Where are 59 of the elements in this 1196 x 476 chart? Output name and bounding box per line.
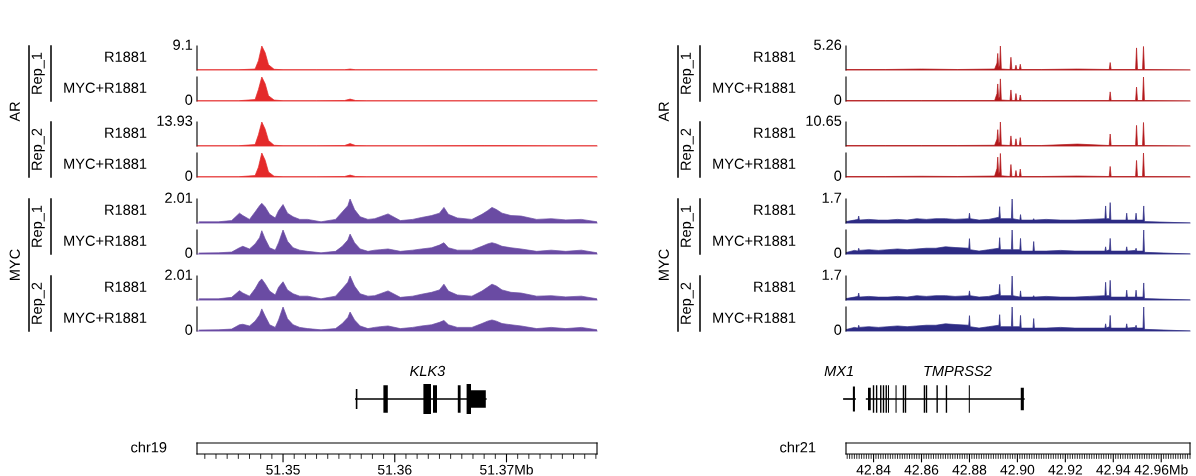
text: Rep_1 bbox=[680, 52, 694, 94]
x-tick-label: 42.96Mb bbox=[1134, 464, 1188, 475]
text: MX1 bbox=[824, 365, 853, 376]
y-axis-title: R1881 bbox=[105, 281, 147, 292]
text: AR bbox=[9, 102, 20, 122]
y-axis-title: MYC+R1881 bbox=[64, 82, 147, 93]
y-axis-title: R1881 bbox=[105, 204, 147, 215]
text: 9.1 bbox=[173, 39, 193, 50]
x-tick-label: 42.90 bbox=[1000, 464, 1035, 475]
text: 0 bbox=[185, 247, 193, 258]
text: 2.01 bbox=[165, 192, 193, 203]
text: 13.93 bbox=[157, 115, 193, 126]
x-tick-label: 42.92 bbox=[1048, 464, 1083, 475]
text: MYC bbox=[658, 249, 669, 281]
text: AR bbox=[658, 102, 669, 122]
y-axis-title: MYC+R1881 bbox=[64, 312, 147, 323]
text: 0 bbox=[834, 170, 842, 181]
text: 0 bbox=[834, 247, 842, 258]
text: KLK3 bbox=[410, 365, 446, 377]
y-axis-title: MYC+R1881 bbox=[713, 158, 796, 169]
text: Rep_2 bbox=[31, 128, 45, 170]
text: Rep_1 bbox=[31, 52, 45, 94]
text: Rep_2 bbox=[680, 128, 694, 170]
x-tick-label: 42.84 bbox=[856, 464, 891, 475]
x-axis-title: chr21 bbox=[780, 441, 816, 453]
x-tick-label: 51.35 bbox=[266, 464, 300, 475]
text: Rep_1 bbox=[680, 205, 694, 247]
x-tick-label: 51.37Mb bbox=[480, 464, 533, 475]
text: 0 bbox=[834, 94, 842, 105]
y-axis-title: MYC+R1881 bbox=[713, 235, 796, 246]
text: 1.7 bbox=[822, 192, 842, 203]
text: 0 bbox=[185, 324, 193, 335]
y-axis-title: MYC+R1881 bbox=[64, 235, 147, 246]
text: 10.65 bbox=[806, 115, 842, 126]
x-tick-label: 51.36 bbox=[377, 464, 412, 475]
y-axis-title: R1881 bbox=[754, 204, 796, 215]
text: MYC bbox=[9, 249, 20, 281]
text: 0 bbox=[185, 94, 193, 105]
y-axis-title: R1881 bbox=[754, 127, 796, 138]
y-axis-title: MYC+R1881 bbox=[64, 158, 147, 169]
x-axis-title: chr19 bbox=[131, 441, 167, 453]
x-tick-label: 42.86 bbox=[904, 464, 939, 475]
y-axis-title: R1881 bbox=[754, 51, 796, 62]
text: 5.26 bbox=[814, 39, 842, 50]
y-axis-title: MYC+R1881 bbox=[713, 82, 796, 93]
text: Rep_2 bbox=[31, 282, 45, 324]
text: 2.01 bbox=[165, 269, 193, 280]
text: 0 bbox=[185, 170, 193, 181]
y-axis-title: MYC+R1881 bbox=[713, 312, 796, 323]
text: 0 bbox=[834, 324, 842, 335]
y-axis-title: R1881 bbox=[105, 51, 147, 62]
y-axis-title: R1881 bbox=[105, 127, 147, 138]
y-axis-title: R1881 bbox=[754, 281, 796, 292]
text: Rep_1 bbox=[31, 205, 45, 247]
x-tick-label: 42.88 bbox=[952, 464, 987, 475]
text: 1.7 bbox=[822, 269, 842, 280]
text: Rep_2 bbox=[680, 282, 694, 324]
text: TMPRSS2 bbox=[924, 365, 992, 377]
x-tick-label: 42.94 bbox=[1096, 464, 1131, 475]
